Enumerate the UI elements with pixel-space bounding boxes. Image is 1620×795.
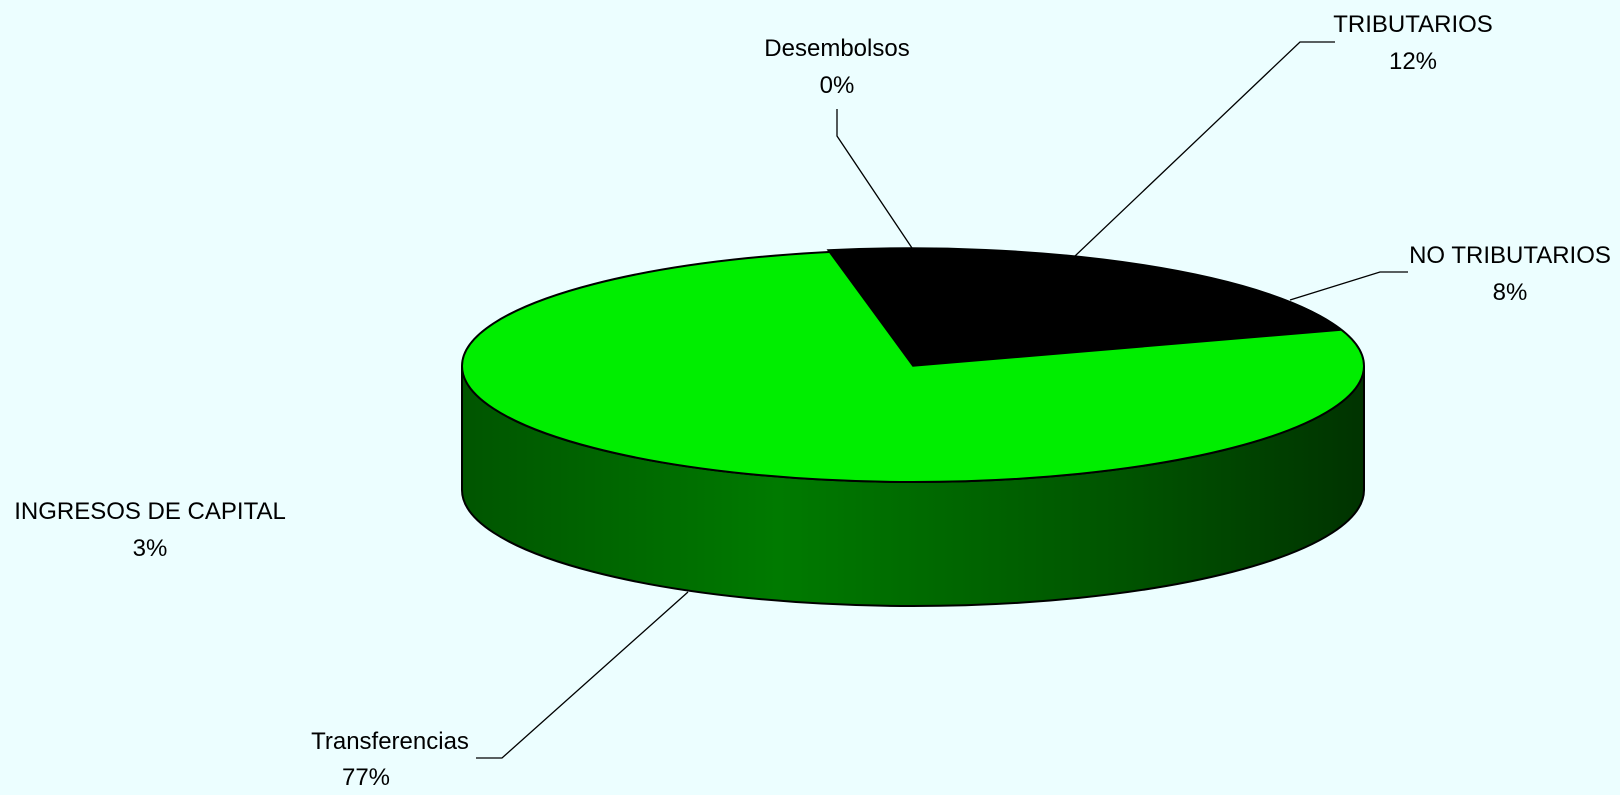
percent-ingresos-de-capital: 3% <box>133 535 168 562</box>
leader-line-tributarios <box>1074 41 1335 257</box>
percent-no-tributarios: 8% <box>1493 279 1528 306</box>
slice-tributarios <box>826 247 1343 367</box>
percent-tributarios: 12% <box>1389 48 1437 75</box>
leader-lines <box>476 41 1408 759</box>
percent-transferencias: 77% <box>342 764 390 790</box>
label-ingresos-de-capital: INGRESOS DE CAPITAL <box>14 498 286 525</box>
label-transferencias: Transferencias <box>311 728 469 755</box>
label-tributarios: TRIBUTARIOS <box>1333 11 1493 38</box>
pie-body <box>461 247 1365 607</box>
slice-labels: TRIBUTARIOS 12% NO TRIBUTARIOS 8% Transf… <box>14 11 1611 791</box>
leader-line-desembolsos <box>836 109 913 249</box>
leader-line-transferencias <box>476 591 689 759</box>
label-desembolsos: Desembolsos <box>764 35 909 62</box>
label-no-tributarios: NO TRIBUTARIOS <box>1409 242 1611 269</box>
percent-desembolsos: 0% <box>820 72 855 99</box>
leader-line-no-tributarios <box>1289 271 1408 301</box>
